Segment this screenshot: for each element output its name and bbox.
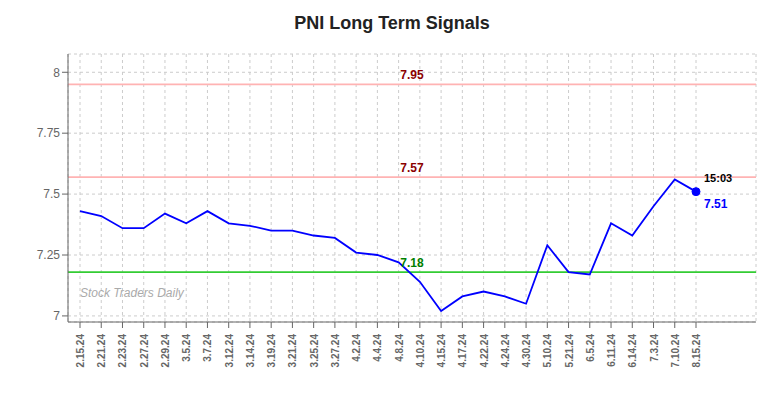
svg-text:6.11.24: 6.11.24 — [606, 334, 617, 367]
svg-text:3.14.24: 3.14.24 — [245, 334, 256, 368]
html-text:PNI Long Term Signals: PNI Long Term Signals — [294, 13, 490, 33]
svg-text:7.95: 7.95 — [400, 68, 424, 82]
html-text:Stock Traders Daily: Stock Traders Daily — [80, 286, 184, 300]
svg-text:4.2.24: 4.2.24 — [351, 334, 362, 362]
svg-text:4.15.24: 4.15.24 — [436, 334, 447, 368]
svg-text:7: 7 — [53, 309, 60, 323]
svg-text:7.10.24: 7.10.24 — [670, 334, 681, 368]
svg-text:2.23.24: 2.23.24 — [117, 334, 128, 368]
svg-text:4.8.24: 4.8.24 — [394, 334, 405, 362]
svg-text:5.21.24: 5.21.24 — [564, 334, 575, 368]
svg-text:6.5.24: 6.5.24 — [585, 334, 596, 362]
svg-text:4.24.24: 4.24.24 — [500, 334, 511, 368]
svg-text:4.4.24: 4.4.24 — [372, 334, 383, 362]
svg-text:7.57: 7.57 — [400, 161, 424, 175]
svg-text:8.15.24: 8.15.24 — [691, 334, 702, 368]
svg-text:2.27.24: 2.27.24 — [139, 334, 150, 368]
svg-text:3.5.24: 3.5.24 — [181, 334, 192, 362]
svg-text:7.25: 7.25 — [37, 248, 61, 262]
svg-text:3.27.24: 3.27.24 — [330, 334, 341, 368]
svg-text:4.22.24: 4.22.24 — [479, 334, 490, 368]
svg-text:2.21.24: 2.21.24 — [96, 334, 107, 368]
svg-text:3.25.24: 3.25.24 — [309, 334, 320, 368]
svg-text:7.75: 7.75 — [37, 126, 61, 140]
svg-text:7.3.24: 7.3.24 — [649, 334, 660, 362]
svg-text:5.10.24: 5.10.24 — [542, 334, 553, 368]
svg-text:6.14.24: 6.14.24 — [627, 334, 638, 368]
svg-text:4.17.24: 4.17.24 — [457, 334, 468, 368]
svg-text:7.5: 7.5 — [43, 187, 60, 201]
svg-text:3.19.24: 3.19.24 — [266, 334, 277, 368]
svg-text:4.10.24: 4.10.24 — [415, 334, 426, 368]
svg-text:8: 8 — [53, 66, 60, 80]
svg-text:2.29.24: 2.29.24 — [160, 334, 171, 368]
svg-text:4.30.24: 4.30.24 — [521, 334, 532, 368]
svg-text:7.18: 7.18 — [400, 256, 424, 270]
svg-text:7.51: 7.51 — [704, 197, 728, 211]
svg-text:2.15.24: 2.15.24 — [75, 334, 86, 368]
svg-text:3.12.24: 3.12.24 — [224, 334, 235, 368]
svg-text:15:03: 15:03 — [704, 172, 732, 184]
svg-text:3.21.24: 3.21.24 — [287, 334, 298, 368]
svg-text:3.7.24: 3.7.24 — [202, 334, 213, 362]
